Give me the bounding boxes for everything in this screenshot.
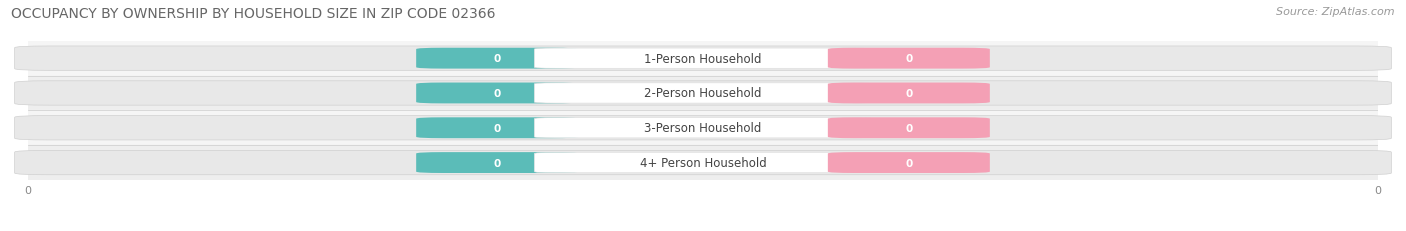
FancyBboxPatch shape — [416, 152, 578, 173]
Text: 0: 0 — [494, 54, 501, 64]
Bar — [28, 111, 1378, 146]
Text: OCCUPANCY BY OWNERSHIP BY HOUSEHOLD SIZE IN ZIP CODE 02366: OCCUPANCY BY OWNERSHIP BY HOUSEHOLD SIZE… — [11, 7, 496, 21]
FancyBboxPatch shape — [416, 49, 578, 69]
Text: 0: 0 — [905, 88, 912, 99]
Bar — [28, 42, 1378, 76]
Text: 3-Person Household: 3-Person Household — [644, 122, 762, 135]
FancyBboxPatch shape — [14, 82, 1392, 106]
Text: 0: 0 — [905, 123, 912, 133]
FancyBboxPatch shape — [828, 83, 990, 104]
Text: Source: ZipAtlas.com: Source: ZipAtlas.com — [1277, 7, 1395, 17]
Text: 1-Person Household: 1-Person Household — [644, 52, 762, 65]
Bar — [28, 146, 1378, 180]
FancyBboxPatch shape — [416, 118, 578, 139]
Text: 4+ Person Household: 4+ Person Household — [640, 156, 766, 169]
FancyBboxPatch shape — [828, 118, 990, 139]
FancyBboxPatch shape — [828, 49, 990, 69]
Text: 2-Person Household: 2-Person Household — [644, 87, 762, 100]
Text: 0: 0 — [494, 88, 501, 99]
FancyBboxPatch shape — [534, 84, 872, 103]
Legend: Owner-occupied, Renter-occupied: Owner-occupied, Renter-occupied — [572, 228, 834, 231]
FancyBboxPatch shape — [14, 151, 1392, 175]
Text: 0: 0 — [494, 123, 501, 133]
Text: 0: 0 — [905, 54, 912, 64]
FancyBboxPatch shape — [14, 47, 1392, 71]
FancyBboxPatch shape — [534, 49, 872, 69]
FancyBboxPatch shape — [534, 153, 872, 173]
FancyBboxPatch shape — [534, 118, 872, 138]
FancyBboxPatch shape — [14, 116, 1392, 140]
Text: 0: 0 — [494, 158, 501, 168]
FancyBboxPatch shape — [828, 152, 990, 173]
Text: 0: 0 — [905, 158, 912, 168]
Bar — [28, 76, 1378, 111]
FancyBboxPatch shape — [416, 83, 578, 104]
